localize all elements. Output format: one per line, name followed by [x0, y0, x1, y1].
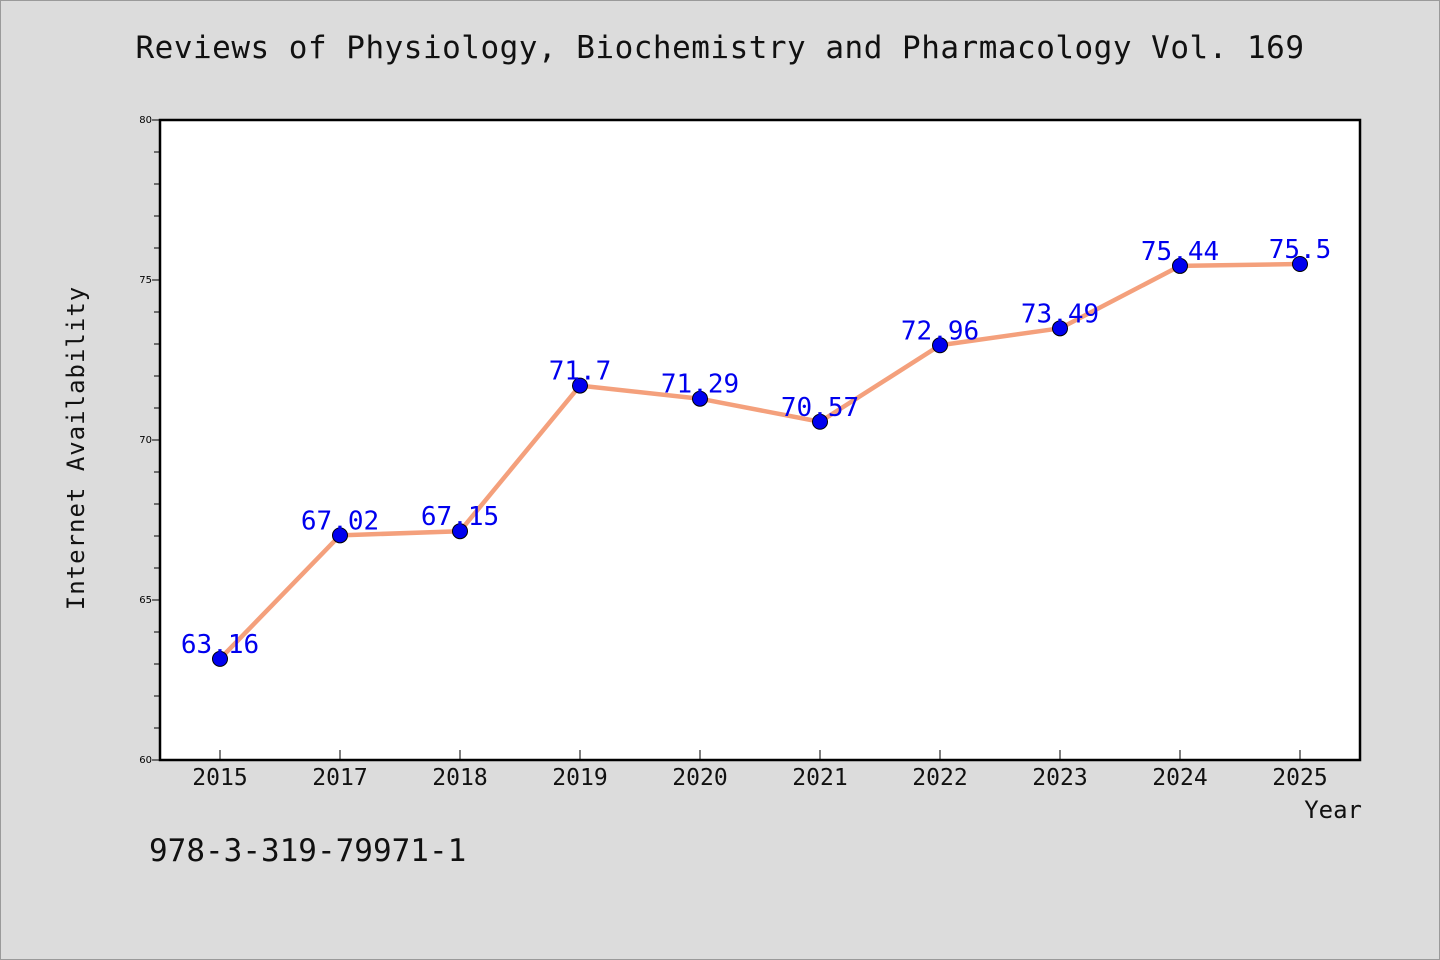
data-point [452, 523, 468, 540]
data-point [212, 650, 228, 667]
plot-area [160, 120, 1360, 760]
x-tick-label: 2022 [912, 765, 967, 791]
y-tick-label: 70 [139, 435, 152, 446]
data-point [332, 527, 348, 544]
data-point [1172, 257, 1188, 274]
data-point [932, 337, 948, 354]
x-tick-label: 2019 [552, 765, 607, 791]
x-tick-label: 2018 [432, 765, 487, 791]
data-point [812, 413, 828, 430]
data-label: 72.96 [901, 316, 979, 346]
data-label: 71.7 [549, 357, 612, 387]
y-tick-label: 80 [139, 115, 152, 126]
x-tick-label: 2024 [1152, 765, 1207, 791]
x-axis-label: Year [1304, 796, 1362, 824]
data-label: 73.49 [1021, 299, 1099, 329]
data-point [692, 390, 708, 407]
data-label: 67.02 [301, 506, 379, 536]
x-tick-label: 2023 [1032, 765, 1087, 791]
x-tick-label: 2015 [192, 765, 247, 791]
data-label: 70.57 [781, 393, 859, 423]
y-tick-label: 65 [139, 595, 152, 606]
data-label: 67.15 [421, 502, 499, 532]
data-label: 63.16 [181, 630, 259, 660]
data-label: 75.5 [1269, 235, 1332, 265]
data-point [1292, 256, 1308, 272]
x-tick-label: 2021 [792, 765, 847, 791]
data-label: 71.29 [661, 370, 739, 400]
series-line [217, 261, 1303, 662]
data-label: 75.44 [1141, 237, 1219, 267]
chart-title: Reviews of Physiology, Biochemistry and … [135, 30, 1305, 66]
x-tick-label: 2025 [1272, 765, 1327, 791]
x-tick-label: 2020 [672, 765, 727, 791]
data-point [1052, 320, 1068, 337]
y-axis-label: Internet Availability [62, 285, 90, 611]
y-tick-label: 60 [139, 755, 152, 766]
isbn-footnote: 978-3-319-79971-1 [149, 833, 467, 869]
y-tick-label: 75 [139, 275, 152, 286]
data-point [572, 377, 588, 394]
plot-frame [158, 118, 1362, 762]
x-tick-label: 2017 [312, 765, 367, 791]
